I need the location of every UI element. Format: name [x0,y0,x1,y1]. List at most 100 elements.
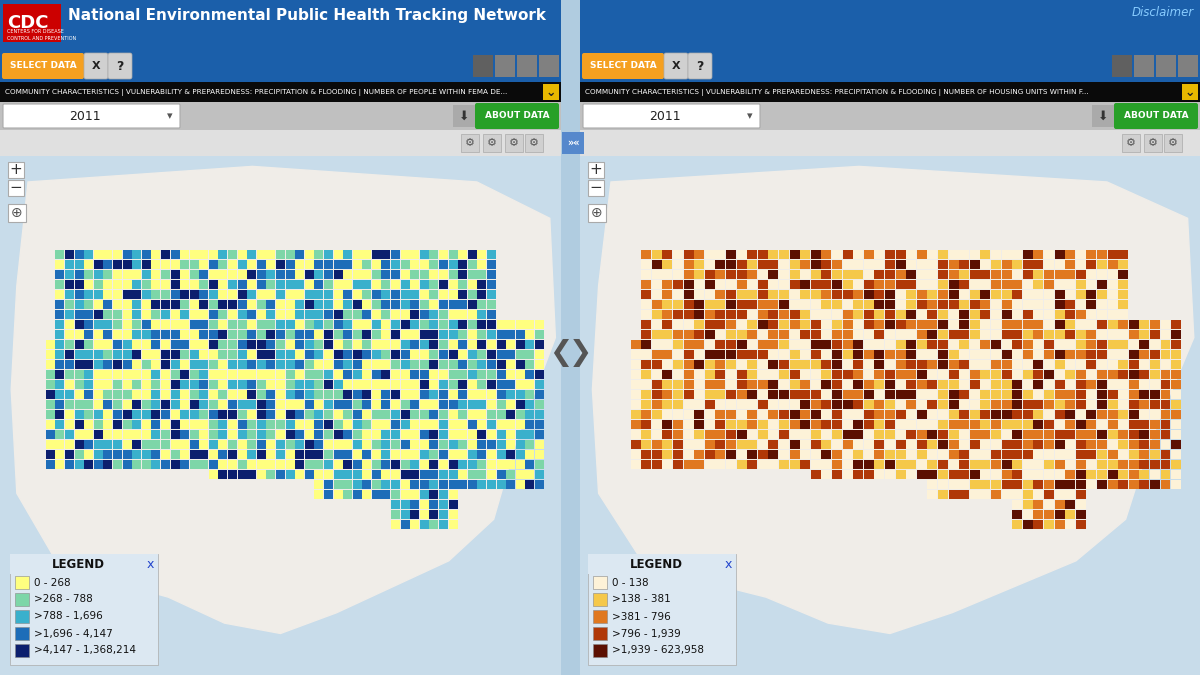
Bar [768,370,779,379]
Bar [324,250,332,259]
Bar [170,450,180,459]
Bar [715,320,726,329]
Bar [449,380,457,389]
Bar [790,350,799,359]
Bar [372,270,380,279]
Bar [55,400,65,409]
Bar [372,330,380,340]
Text: ABOUT DATA: ABOUT DATA [485,111,550,121]
Bar [170,380,180,389]
Bar [928,310,937,319]
Bar [458,310,467,319]
Bar [449,430,457,439]
Bar [1055,450,1064,459]
Bar [811,279,821,289]
Bar [1150,450,1160,459]
Bar [430,420,438,429]
Bar [286,260,294,269]
Bar [343,410,352,419]
Bar [324,470,332,479]
Bar [1129,470,1139,479]
Bar [1002,430,1012,439]
Bar [758,410,768,419]
Bar [497,410,505,419]
Bar [410,440,419,450]
Bar [190,380,199,389]
Bar [1160,360,1170,369]
Bar [439,480,448,489]
Bar [439,430,448,439]
Bar [122,370,132,379]
Bar [353,300,361,309]
Bar [726,300,736,309]
Bar [151,460,161,469]
Bar [1055,410,1064,419]
Bar [449,450,457,459]
Bar [875,450,884,459]
Bar [938,320,948,329]
Bar [695,290,704,299]
Bar [401,320,409,329]
Bar [430,390,438,399]
Bar [832,350,842,359]
Bar [286,360,294,369]
Bar [684,310,694,319]
Bar [1075,290,1086,299]
Bar [276,310,286,319]
Bar [430,350,438,359]
Bar [853,380,863,389]
Bar [1171,480,1181,489]
Bar [276,340,286,349]
Bar [430,520,438,529]
Bar [1112,55,1132,77]
Bar [161,380,170,389]
Bar [1118,260,1128,269]
Bar [430,320,438,329]
Bar [276,430,286,439]
Bar [314,279,323,289]
Bar [343,460,352,469]
Bar [334,430,342,439]
Bar [122,350,132,359]
Bar [1086,320,1097,329]
Bar [228,430,238,439]
Bar [864,370,874,379]
Bar [1066,320,1075,329]
Bar [478,330,486,340]
Bar [1160,380,1170,389]
Bar [1033,420,1043,429]
Bar [917,360,926,369]
Bar [55,370,65,379]
Bar [151,410,161,419]
Bar [970,460,979,469]
Bar [1002,470,1012,479]
Bar [180,250,190,259]
Bar [662,250,672,259]
Bar [401,260,409,269]
Bar [1150,410,1160,419]
Bar [199,380,209,389]
Bar [295,380,304,389]
Bar [314,440,323,450]
Bar [401,460,409,469]
Bar [103,250,113,259]
Bar [142,290,151,299]
Bar [1075,410,1086,419]
Bar [853,460,863,469]
Bar [1044,450,1054,459]
Bar [238,330,247,340]
Bar [209,420,218,429]
Bar [506,450,515,459]
Bar [1139,480,1150,489]
Bar [811,410,821,419]
Bar [247,470,257,479]
Bar [526,390,534,399]
Bar [228,270,238,279]
Bar [631,340,641,349]
Bar [790,320,799,329]
Bar [886,470,895,479]
Bar [1066,250,1075,259]
Bar [1066,270,1075,279]
Bar [305,410,313,419]
Bar [991,490,1001,500]
